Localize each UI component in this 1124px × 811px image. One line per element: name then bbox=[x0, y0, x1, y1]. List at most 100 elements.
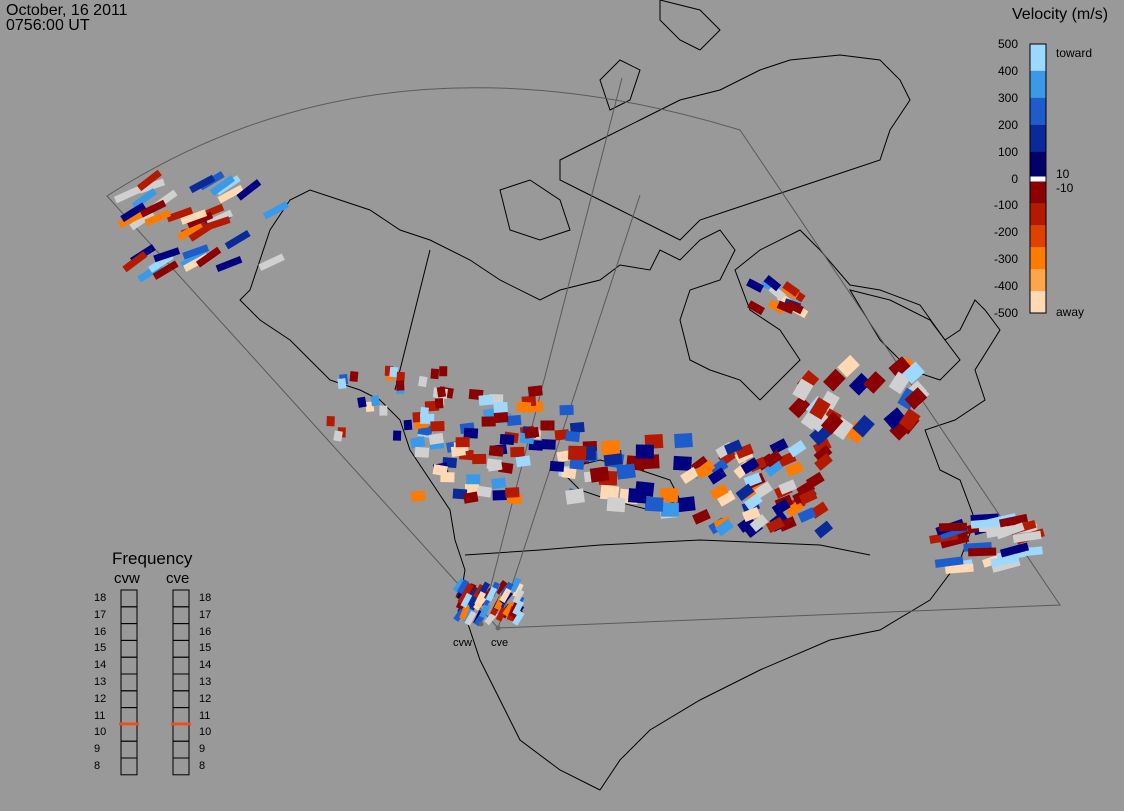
frequency-level-label-right: 16 bbox=[199, 625, 212, 638]
velocity-cell bbox=[765, 516, 785, 534]
velocity-cell bbox=[716, 490, 736, 507]
site-marker-cvw bbox=[478, 621, 484, 627]
velocity-cell bbox=[747, 300, 765, 316]
colorbar-swatch bbox=[1030, 181, 1046, 204]
frequency-cell bbox=[120, 740, 138, 759]
velocity-cell bbox=[463, 427, 479, 439]
velocity-cell bbox=[723, 439, 743, 455]
velocity-cell bbox=[616, 463, 636, 480]
velocity-cell bbox=[117, 210, 145, 228]
velocity-cell bbox=[418, 375, 428, 388]
colorbar-toward-label: toward bbox=[1056, 46, 1093, 60]
velocity-cell bbox=[945, 563, 974, 574]
velocity-cell bbox=[788, 395, 811, 419]
velocity-cell bbox=[940, 533, 970, 549]
velocity-cell bbox=[177, 220, 203, 241]
velocity-cell bbox=[493, 411, 509, 424]
velocity-cell bbox=[676, 496, 696, 513]
frequency-cell bbox=[172, 740, 190, 759]
colorbar-tick-label: -500 bbox=[993, 306, 1018, 320]
velocity-cell bbox=[495, 606, 508, 622]
colorbar-swatch bbox=[1030, 124, 1046, 152]
frequency-level-label-left: 15 bbox=[94, 642, 107, 655]
velocity-cell bbox=[561, 467, 577, 480]
velocity-cell bbox=[502, 601, 516, 617]
colorbar-swatch bbox=[1030, 44, 1046, 71]
colorbar-frame bbox=[1029, 43, 1047, 314]
frequency-level-label-left: 17 bbox=[94, 608, 107, 621]
frequency-level-label-left: 12 bbox=[94, 692, 107, 705]
colorbar-tick-label: 100 bbox=[997, 144, 1018, 159]
coastlines bbox=[239, 0, 1001, 791]
velocity-cell bbox=[798, 489, 818, 505]
velocity-cell bbox=[771, 498, 791, 516]
colorbar-tick-label: -200 bbox=[993, 225, 1018, 240]
frequency-level-label-left: 10 bbox=[94, 726, 107, 739]
velocity-cell bbox=[419, 406, 429, 418]
velocity-cell bbox=[776, 300, 795, 315]
frequency-cell bbox=[172, 639, 190, 658]
velocity-cell bbox=[209, 175, 236, 196]
velocity-cell bbox=[763, 274, 782, 292]
velocity-cell bbox=[395, 380, 405, 391]
velocity-cell bbox=[852, 414, 875, 438]
velocity-cell bbox=[659, 487, 679, 503]
velocity-cell bbox=[436, 386, 447, 398]
velocity-cell bbox=[236, 179, 262, 201]
velocity-cell bbox=[189, 174, 216, 194]
velocity-cell bbox=[472, 453, 487, 465]
velocity-cell bbox=[565, 488, 585, 505]
velocity-cell bbox=[455, 437, 470, 448]
velocity-cell bbox=[326, 416, 335, 427]
velocity-cell bbox=[440, 471, 455, 483]
velocity-cell bbox=[217, 184, 244, 204]
velocity-cell bbox=[820, 411, 844, 435]
velocity-cell bbox=[740, 457, 760, 475]
velocity-cell bbox=[541, 439, 556, 450]
velocity-cell bbox=[999, 542, 1030, 558]
velocity-cell bbox=[499, 587, 512, 603]
velocity-cell bbox=[464, 483, 480, 495]
frequency-cell bbox=[172, 656, 190, 675]
colorbar-away-label: away bbox=[1056, 305, 1085, 319]
velocity-cell bbox=[515, 455, 531, 468]
colorbar-swatch bbox=[1030, 70, 1046, 98]
velocity-cell bbox=[644, 496, 664, 512]
velocity-cell bbox=[481, 416, 496, 427]
colorbar-swatch bbox=[1030, 151, 1046, 179]
frequency-cell bbox=[172, 757, 190, 776]
field-of-view bbox=[106, 77, 1061, 629]
velocity-cell bbox=[428, 432, 444, 445]
velocity-cell bbox=[203, 216, 231, 231]
velocity-cell bbox=[792, 378, 814, 402]
frequency-cell bbox=[120, 656, 138, 675]
velocity-cell bbox=[464, 610, 477, 626]
velocity-cell bbox=[498, 461, 514, 474]
frequency-title: Frequency bbox=[112, 549, 193, 568]
frequency-cell bbox=[172, 606, 190, 625]
velocity-cell bbox=[527, 385, 543, 397]
colorbar-tick-label: 500 bbox=[997, 37, 1018, 51]
velocity-cell bbox=[696, 459, 716, 478]
velocity-cell bbox=[785, 499, 805, 518]
frequency-cell bbox=[120, 707, 138, 725]
velocity-cell bbox=[902, 361, 925, 385]
velocity-cell bbox=[589, 466, 610, 483]
velocity-cell bbox=[516, 401, 532, 413]
colorbar-tick-label: -100 bbox=[993, 198, 1018, 213]
velocity-cell bbox=[430, 421, 445, 432]
frequency-cell bbox=[172, 723, 190, 742]
velocity-cell bbox=[506, 414, 522, 427]
velocity-cell bbox=[778, 516, 797, 532]
velocity-cell bbox=[673, 455, 692, 471]
velocity-cell bbox=[837, 354, 860, 378]
velocity-cell bbox=[709, 458, 729, 477]
velocity-cell bbox=[568, 445, 587, 461]
velocity-cell bbox=[493, 401, 508, 413]
frequency-level-label-right: 13 bbox=[199, 676, 212, 688]
velocity-cell bbox=[430, 368, 440, 380]
velocity-cell bbox=[746, 278, 764, 293]
velocity-cell bbox=[492, 490, 507, 501]
frequency-cell bbox=[172, 673, 190, 692]
velocity-cell bbox=[778, 479, 797, 495]
